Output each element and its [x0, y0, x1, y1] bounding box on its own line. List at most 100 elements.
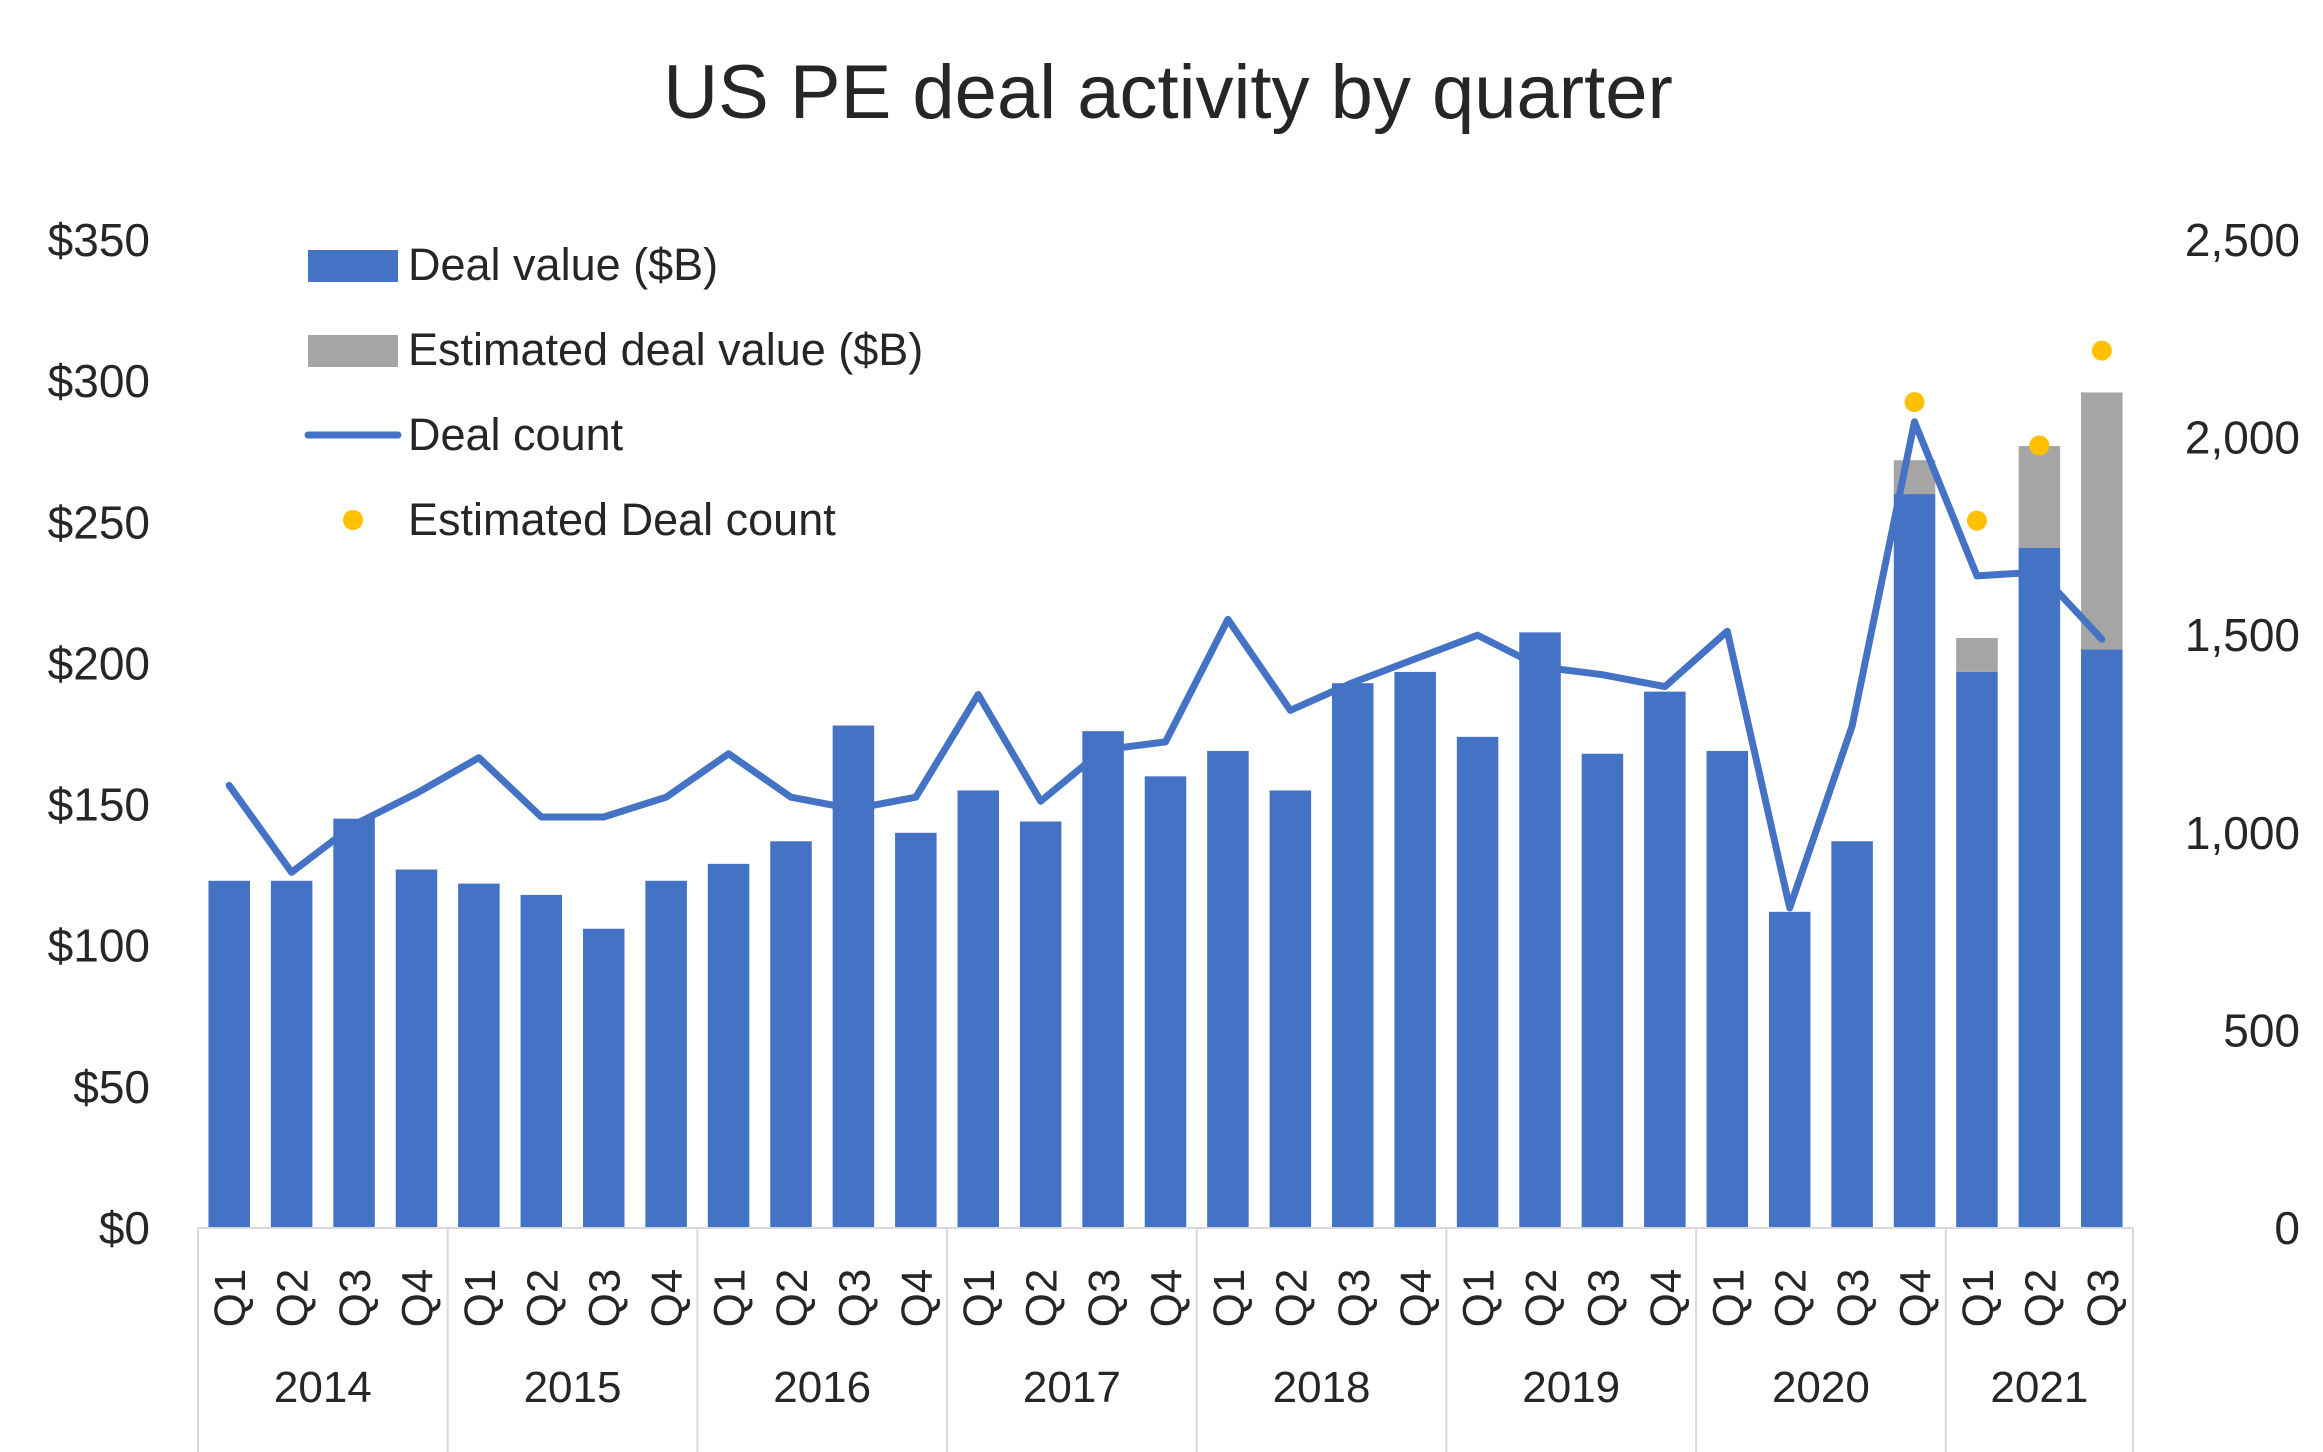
quarter-tick-label: Q1	[955, 1269, 1004, 1328]
deal-count-line	[225, 418, 2106, 912]
quarter-tick-label: Q3	[331, 1269, 380, 1328]
estimated-deal-count-point	[2029, 435, 2050, 456]
deal-value-bar	[2081, 649, 2123, 1228]
quarter-tick-label: Q1	[1455, 1269, 1504, 1328]
deal-value-bar	[1706, 750, 1749, 1228]
deal-value-bar	[957, 790, 999, 1228]
deal-value-bar	[1644, 691, 1686, 1228]
estimated-deal-value-bar	[2081, 392, 2123, 650]
deal-value-bar	[645, 880, 687, 1228]
estimated-deal-count-point	[1966, 510, 1987, 531]
quarter-tick-label: Q2	[518, 1269, 567, 1328]
deal-value-bar	[520, 894, 563, 1228]
estimated-deal-count-point	[1904, 392, 1925, 413]
year-tick-label: 2017	[1023, 1363, 1121, 1412]
left-axis-tick-label: $250	[48, 496, 150, 548]
right-axis-tick-label: 2,500	[2185, 214, 2300, 266]
chart-title: US PE deal activity by quarter	[663, 50, 1673, 135]
estimated-deal-value-bar	[1956, 638, 1998, 672]
right-axis-tick-label: 1,500	[2185, 609, 2300, 661]
deal-count-series-line	[225, 418, 2106, 912]
quarter-tick-label: Q2	[1767, 1269, 1816, 1328]
deal-value-bar	[1019, 821, 1062, 1228]
legend-label-estimated-deal-value: Estimated deal value ($B)	[408, 324, 923, 375]
deal-value-bar	[1456, 736, 1499, 1228]
left-axis-tick-label: $200	[48, 637, 150, 689]
deal-value-bar	[1269, 790, 1312, 1228]
quarter-tick-label: Q4	[1642, 1269, 1691, 1328]
deal-value-bar	[707, 863, 750, 1228]
legend-label-deal-value: Deal value ($B)	[408, 239, 718, 290]
deal-value-bar	[1956, 671, 1998, 1228]
left-axis-tick-label: $350	[48, 214, 150, 266]
estimated-deal-value-bars	[1893, 392, 2123, 672]
quarter-tick-label: Q2	[1267, 1269, 1316, 1328]
left-axis-tick-label: $100	[48, 920, 150, 972]
deal-value-bar	[1207, 750, 1249, 1228]
year-tick-label: 2018	[1273, 1363, 1371, 1412]
deal-value-bars	[208, 494, 2123, 1228]
quarter-tick-label: Q1	[1704, 1269, 1753, 1328]
deal-value-bar	[1768, 911, 1811, 1228]
deal-value-bar	[832, 725, 875, 1228]
quarter-tick-label: Q1	[1954, 1269, 2003, 1328]
quarter-tick-label: Q4	[1143, 1269, 1192, 1328]
deal-value-bar	[270, 880, 313, 1228]
left-axis-tick-label: $0	[99, 1202, 150, 1254]
year-tick-label: 2020	[1772, 1363, 1870, 1412]
category-axis: Q1 Q2 Q3 Q4 Q1 Q2 Q3 Q4 Q1 Q2 Q3 Q4 Q1 Q2 Q3 Q4 Q1 Q2 Q3 Q4…	[197, 1227, 2134, 1452]
year-tick-label: 2016	[773, 1363, 871, 1412]
quarter-tick-label: Q2	[2016, 1269, 2065, 1328]
estimated-deal-count-point	[2091, 340, 2112, 361]
estimated-deal-value-bar	[2018, 446, 2061, 548]
deal-value-bar	[333, 818, 375, 1228]
deal-value-bar	[1394, 671, 1436, 1228]
estimated-deal-count-points	[1904, 340, 2112, 531]
quarter-tick-label: Q3	[581, 1269, 630, 1328]
legend: Deal value ($B) Estimated deal value ($B…	[304, 239, 923, 545]
quarter-tick-label: Q4	[1392, 1269, 1441, 1328]
right-axis-tick-label: 1,000	[2185, 807, 2300, 859]
right-axis-tick-label: 2,000	[2185, 412, 2300, 464]
right-axis-ticks: 0 500 1,000 1,500 2,000 2,500	[2185, 214, 2300, 1254]
year-tick-label: 2021	[1990, 1363, 2088, 1412]
deal-value-bar	[1581, 753, 1624, 1228]
legend-swatch-estimated-deal-count	[343, 510, 363, 530]
legend-swatch-deal-value	[308, 250, 398, 282]
deal-value-bar	[1332, 683, 1374, 1228]
quarter-tick-label: Q4	[643, 1269, 692, 1328]
quarter-tick-label: Q1	[206, 1269, 255, 1328]
quarter-tick-label: Q3	[2079, 1269, 2128, 1328]
deal-value-bar	[1893, 494, 1936, 1228]
quarter-tick-label: Q1	[456, 1269, 505, 1328]
deal-value-bar	[395, 869, 438, 1228]
legend-label-deal-count: Deal count	[408, 409, 624, 460]
deal-value-bar	[1082, 731, 1124, 1228]
deal-value-bar	[582, 928, 625, 1228]
quarter-tick-label: Q3	[1080, 1269, 1129, 1328]
quarter-tick-label: Q2	[1517, 1269, 1566, 1328]
quarter-tick-label: Q3	[1330, 1269, 1379, 1328]
year-tick-label: 2019	[1522, 1363, 1620, 1412]
quarter-tick-label: Q2	[269, 1269, 318, 1328]
deal-value-bar	[208, 880, 250, 1228]
quarter-tick-label: Q3	[1579, 1269, 1628, 1328]
quarter-tick-label: Q4	[893, 1269, 942, 1328]
quarter-tick-label: Q4	[393, 1269, 442, 1328]
quarter-tick-label: Q3	[1829, 1269, 1878, 1328]
left-axis-ticks: $0 $50 $100 $150 $200 $250 $300 $350	[48, 214, 150, 1254]
quarter-tick-label: Q3	[830, 1269, 879, 1328]
quarter-tick-label: Q2	[1018, 1269, 1067, 1328]
quarter-tick-label: Q1	[1205, 1269, 1254, 1328]
deal-value-bar	[770, 841, 812, 1228]
quarter-tick-label: Q2	[768, 1269, 817, 1328]
deal-value-bar	[458, 883, 500, 1228]
legend-label-estimated-deal-count: Estimated Deal count	[408, 494, 836, 545]
legend-swatch-estimated-deal-value	[308, 335, 398, 367]
quarter-tick-label: Q4	[1892, 1269, 1941, 1328]
deal-value-bar	[1519, 632, 1561, 1228]
deal-value-bar	[1144, 776, 1187, 1228]
deal-value-bar	[895, 832, 937, 1228]
deal-value-bar	[2018, 547, 2061, 1228]
